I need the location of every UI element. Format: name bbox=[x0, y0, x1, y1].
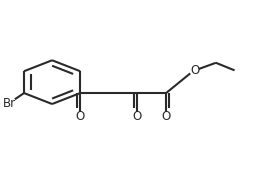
Text: Br: Br bbox=[3, 97, 16, 110]
Text: O: O bbox=[190, 64, 199, 77]
Text: O: O bbox=[133, 110, 142, 123]
Text: O: O bbox=[162, 110, 171, 123]
Text: O: O bbox=[75, 110, 85, 123]
